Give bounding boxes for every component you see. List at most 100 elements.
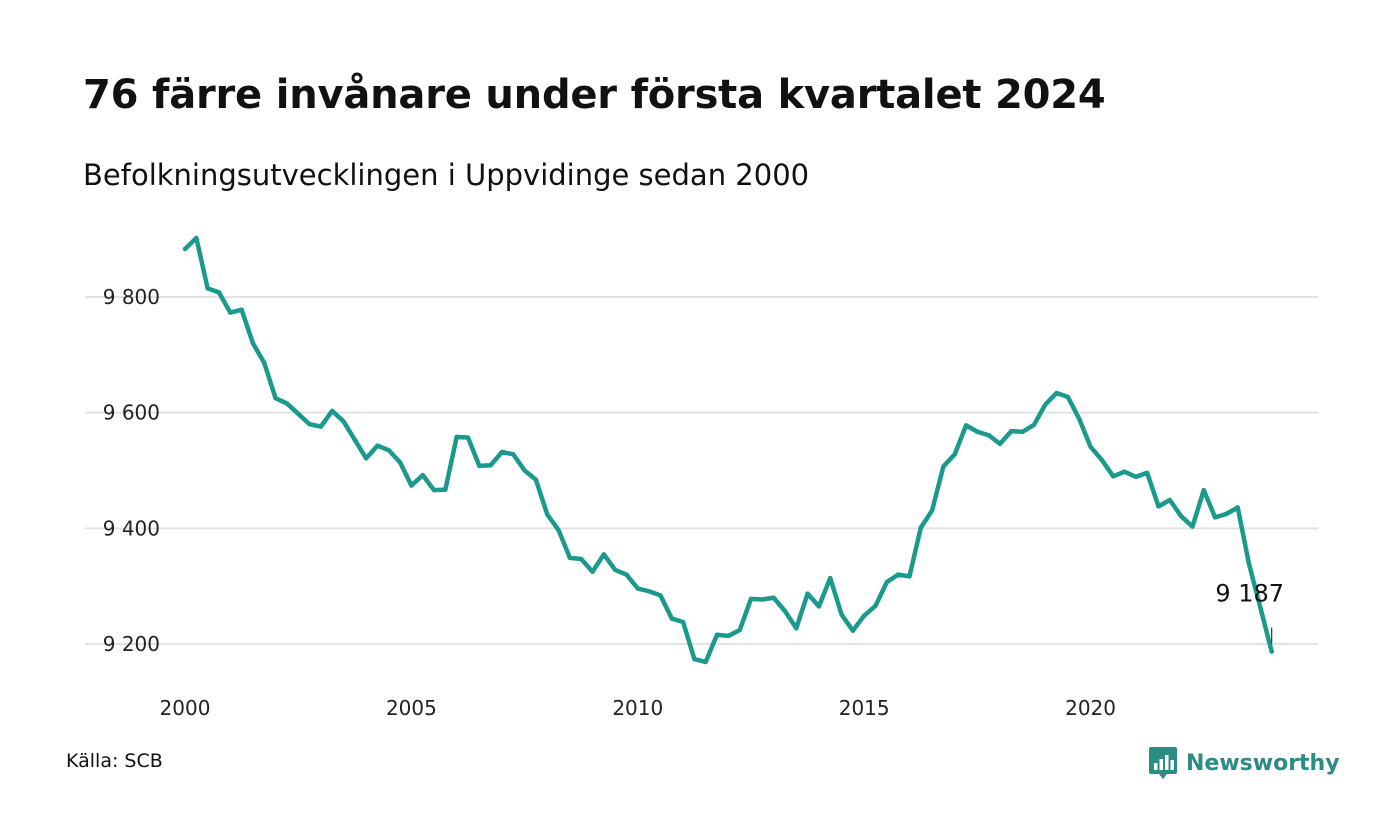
- data-point: [329, 408, 335, 414]
- data-point: [975, 429, 980, 434]
- data-point: [216, 290, 222, 295]
- data-point: [397, 460, 403, 465]
- data-point: [262, 360, 267, 366]
- data-point: [454, 434, 459, 440]
- data-point: [601, 552, 607, 557]
- data-point: [907, 574, 912, 579]
- data-point: [669, 616, 674, 621]
- data-point: [1088, 444, 1093, 449]
- data-point: [477, 463, 482, 469]
- data-point: [794, 626, 799, 631]
- data-point: [545, 512, 550, 517]
- data-point: [918, 525, 923, 530]
- data-point: [296, 411, 301, 417]
- data-point: [284, 401, 290, 406]
- data-point: [986, 433, 991, 438]
- data-point: [771, 595, 776, 600]
- data-point: [782, 608, 788, 614]
- data-point: [737, 627, 742, 633]
- data-point: [443, 487, 448, 492]
- data-point: [963, 423, 969, 428]
- data-point: [692, 656, 697, 662]
- data-point: [1156, 504, 1161, 509]
- data-point: [1178, 513, 1184, 519]
- data-point: [1099, 457, 1105, 463]
- data-point: [228, 310, 233, 315]
- data-point: [1190, 524, 1195, 529]
- data-point: [1133, 474, 1139, 480]
- y-axis-labels: 9 200 9 400 9 600 9 800: [103, 285, 160, 656]
- data-point: [646, 589, 652, 594]
- data-point: [488, 463, 493, 468]
- data-point: [861, 613, 867, 618]
- data-point: [273, 396, 278, 401]
- chart-title: 76 färre invånare under första kvartalet…: [83, 72, 1106, 118]
- x-tick-label: 2005: [386, 696, 437, 720]
- data-point: [1054, 390, 1059, 396]
- data-point: [533, 477, 539, 482]
- data-point: [1235, 505, 1240, 510]
- data-point: [1212, 515, 1218, 520]
- brand-logo[interactable]: Newsworthy: [1148, 743, 1340, 783]
- data-point: [839, 612, 844, 617]
- data-point: [680, 619, 686, 625]
- data-point: [1065, 394, 1071, 400]
- data-point: [307, 422, 312, 427]
- x-axis-labels: 2000 2005 2010 2015 2020: [160, 696, 1116, 720]
- x-tick-label: 2020: [1065, 696, 1116, 720]
- data-point: [1077, 416, 1082, 422]
- data-point: [499, 449, 505, 455]
- data-point: [352, 437, 357, 443]
- data-point: [1167, 497, 1173, 503]
- data-point: [375, 443, 380, 448]
- data-point: [1111, 474, 1116, 479]
- x-tick-label: 2015: [839, 696, 890, 720]
- data-point: [409, 483, 414, 488]
- data-point: [828, 575, 833, 581]
- data-point: [1144, 470, 1150, 476]
- data-point: [612, 567, 618, 573]
- data-point: [714, 632, 720, 637]
- data-point: [205, 286, 210, 291]
- data-point: [850, 628, 856, 633]
- population-line: [182, 235, 1274, 665]
- data-point: [658, 593, 663, 598]
- data-point: [1122, 469, 1127, 474]
- data-point: [748, 596, 754, 602]
- data-point: [929, 508, 935, 513]
- chart-subtitle: Befolkningsutvecklingen i Uppvidinge sed…: [83, 158, 810, 192]
- data-point: [250, 341, 256, 346]
- data-point: [760, 597, 765, 602]
- data-point: [726, 633, 731, 639]
- data-point: [194, 235, 199, 241]
- data-point: [873, 603, 878, 609]
- data-point: [420, 472, 425, 478]
- data-point: [884, 579, 890, 585]
- data-point: [1201, 487, 1206, 493]
- data-point: [182, 246, 188, 252]
- data-point: [816, 604, 822, 609]
- data-point: [952, 452, 957, 457]
- data-point: [1224, 511, 1229, 517]
- data-point: [1031, 422, 1037, 428]
- data-point: [941, 464, 946, 469]
- data-point: [1020, 429, 1025, 434]
- x-tick-label: 2000: [160, 696, 211, 720]
- data-point: [556, 527, 561, 533]
- data-point: [590, 569, 595, 574]
- y-tick-label: 9 800: [103, 285, 160, 309]
- y-tick-label: 9 200: [103, 632, 160, 656]
- data-point: [1043, 402, 1048, 407]
- data-point: [1258, 605, 1263, 610]
- x-tick-label: 2010: [612, 696, 663, 720]
- brand-name: Newsworthy: [1186, 750, 1340, 776]
- data-point: [635, 586, 640, 591]
- data-point: [522, 468, 527, 473]
- gridlines: [85, 296, 1318, 645]
- data-point: [997, 441, 1003, 447]
- data-point: [431, 487, 437, 493]
- data-point: [363, 456, 369, 461]
- data-point: [1009, 428, 1014, 434]
- data-point: [386, 448, 391, 453]
